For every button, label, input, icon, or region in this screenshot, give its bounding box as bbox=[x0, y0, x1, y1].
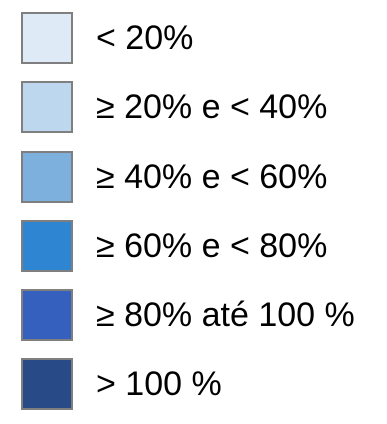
legend-item: ≥ 80% até 100 % bbox=[0, 289, 387, 345]
legend-swatch bbox=[21, 358, 73, 410]
legend-item: ≥ 40% e < 60% bbox=[0, 151, 387, 207]
legend-item: ≥ 20% e < 40% bbox=[0, 81, 387, 137]
legend-label: ≥ 40% e < 60% bbox=[96, 158, 328, 196]
legend-item: ≥ 60% e < 80% bbox=[0, 220, 387, 276]
legend-swatch bbox=[21, 81, 73, 133]
legend-swatch bbox=[21, 151, 73, 203]
legend-label: > 100 % bbox=[96, 365, 222, 403]
legend-item: < 20% bbox=[0, 12, 387, 68]
legend-item: > 100 % bbox=[0, 358, 387, 414]
legend-swatch bbox=[21, 220, 73, 272]
legend-swatch bbox=[21, 12, 73, 64]
legend-label: ≥ 20% e < 40% bbox=[96, 88, 328, 126]
legend-label: ≥ 60% e < 80% bbox=[96, 227, 328, 265]
legend-label: ≥ 80% até 100 % bbox=[96, 296, 355, 334]
legend-label: < 20% bbox=[96, 19, 194, 57]
legend-swatch bbox=[21, 289, 73, 341]
